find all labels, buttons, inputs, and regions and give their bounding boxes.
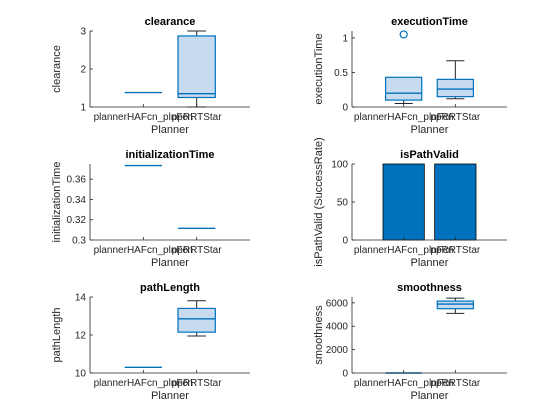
box-iqr	[436, 300, 475, 310]
x-tick-label: plannerHAFcn_plnFcn	[94, 378, 194, 389]
y-axis-label: pathLength	[51, 307, 63, 362]
plot-area	[90, 297, 250, 373]
y-axis-label: isPathValid (SuccessRate)	[313, 137, 325, 266]
outlier-point	[399, 30, 408, 39]
x-tick-label: plannerHAFcn_plnFcn	[94, 245, 194, 256]
box-ppRRTStar	[177, 30, 216, 108]
panel-smoothness: 0 2000 4000 6000 plannerHAFcn_plnFcnppRRTSta…	[313, 282, 507, 402]
x-axis-label: Planner	[151, 124, 189, 136]
y-tick-label: 0.5	[334, 68, 348, 79]
box-iqr	[384, 76, 423, 101]
plot-area	[352, 31, 507, 107]
y-tick-label: 100	[331, 160, 348, 171]
y-axis-label: executionTime	[313, 33, 325, 104]
y-tick-label: 0.34	[67, 195, 87, 206]
box-ppRRTStar	[436, 297, 475, 314]
y-tick-label: 10	[75, 369, 87, 380]
y-tick-label: 50	[337, 198, 349, 209]
y-tick-label: 0	[342, 369, 348, 380]
x-axis-label: Planner	[411, 257, 449, 269]
x-axis-label: Planner	[151, 257, 189, 269]
y-tick-label: 1	[80, 103, 86, 114]
y-tick-label: 3	[80, 27, 86, 38]
x-axis-label: Planner	[411, 124, 449, 136]
y-tick-label: 2	[80, 65, 86, 76]
y-tick-label: 12	[75, 331, 87, 342]
x-tick-label: ppRRTStar	[430, 245, 481, 256]
x-tick-label: plannerHAFcn_plnFcn	[354, 378, 454, 389]
plot-area	[90, 31, 250, 107]
y-tick-label: 4000	[326, 322, 349, 333]
y-tick-label: 2000	[326, 345, 349, 356]
x-tick-label: plannerHAFcn_plnFcn	[354, 245, 454, 256]
x-tick-label: ppRRTStar	[172, 112, 223, 123]
box-ppRRTStar	[436, 60, 475, 100]
y-axis-label: initializationTime	[51, 162, 63, 243]
chart-title: isPathValid	[400, 149, 459, 161]
plot-area	[90, 164, 250, 240]
y-axis-label: clearance	[51, 45, 63, 93]
x-tick-label: ppRRTStar	[430, 112, 481, 123]
chart-title: initializationTime	[125, 149, 214, 161]
chart-title: pathLength	[140, 282, 200, 294]
box-iqr	[177, 35, 216, 99]
bar-ppRRTStar	[434, 163, 477, 241]
box-ppRRTStar	[177, 300, 216, 337]
box-plannerHAFcn_plnFcn	[384, 30, 423, 105]
box-iqr	[436, 78, 475, 98]
chart-title: smoothness	[397, 282, 462, 294]
y-tick-label: 0.32	[67, 215, 87, 226]
y-tick-label: 14	[75, 293, 87, 304]
y-tick-label: 0	[342, 103, 348, 114]
chart-title: executionTime	[391, 16, 468, 28]
bar-plannerHAFcn_plnFcn	[382, 163, 425, 241]
y-tick-label: 6000	[326, 298, 349, 309]
y-tick-label: 0.36	[67, 175, 87, 186]
x-tick-label: ppRRTStar	[430, 378, 481, 389]
y-tick-label: 0	[342, 236, 348, 247]
box-iqr	[177, 307, 216, 333]
y-axis-label: smoothness	[313, 305, 325, 365]
plot-area	[352, 297, 507, 373]
panel-initializationTime: 0.3 0.32 0.34 0.36 plannerHAFcn_plnFcnppRRTS…	[51, 149, 250, 269]
plot-area	[352, 164, 507, 240]
y-tick-label: 0.3	[72, 236, 86, 247]
x-tick-label: plannerHAFcn_plnFcn	[94, 112, 194, 123]
x-axis-label: Planner	[151, 390, 189, 402]
x-tick-label: ppRRTStar	[172, 245, 223, 256]
x-axis-label: Planner	[411, 390, 449, 402]
chart-title: clearance	[145, 16, 196, 28]
x-tick-label: plannerHAFcn_plnFcn	[354, 112, 454, 123]
x-tick-label: ppRRTStar	[172, 378, 223, 389]
y-tick-label: 1	[342, 33, 348, 44]
